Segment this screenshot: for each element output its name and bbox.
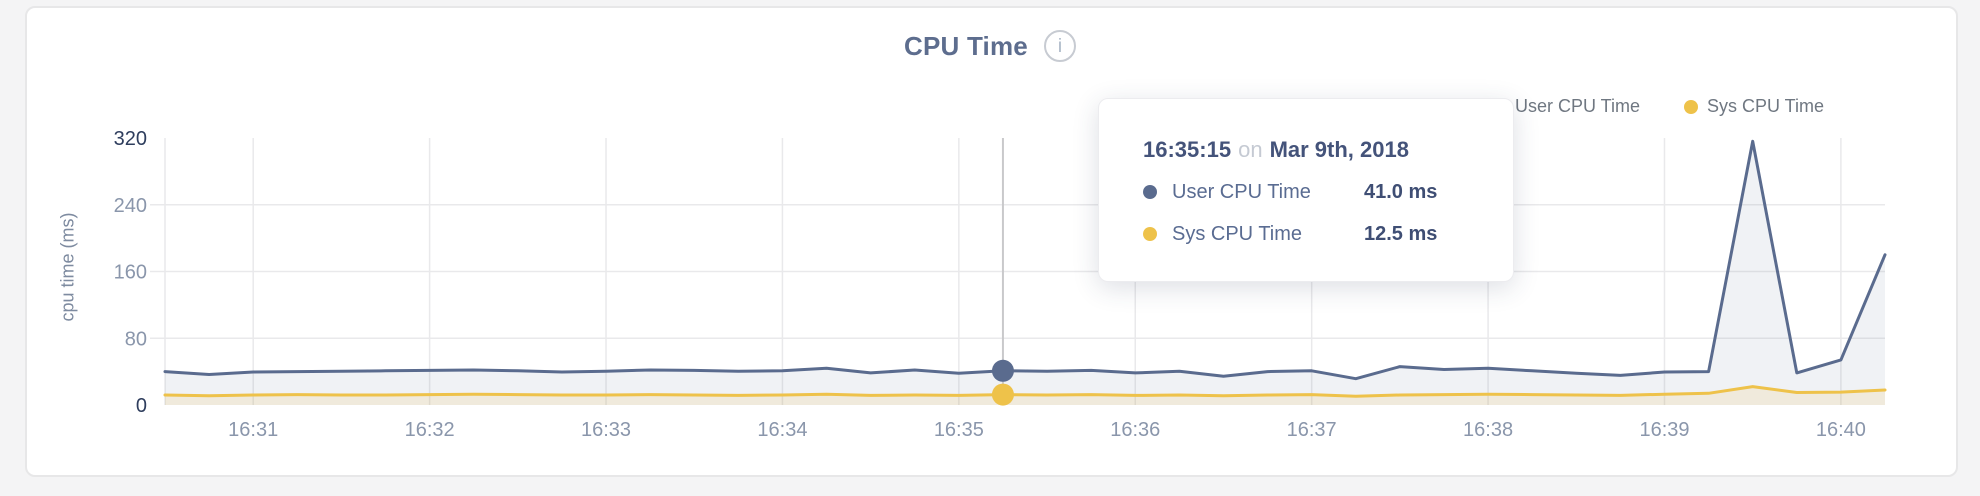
- legend-item-user-cpu-time[interactable]: User CPU Time: [1491, 96, 1640, 117]
- y-tick-label: 240: [114, 195, 147, 217]
- x-tick-label: 16:37: [1287, 419, 1337, 441]
- tooltip-dot-user-icon: [1143, 185, 1157, 199]
- series-area-user: [165, 141, 1885, 406]
- tooltip-label-user: User CPU Time: [1172, 180, 1311, 203]
- y-tick-label: 160: [114, 262, 147, 284]
- series-line-user: [163, 139, 1887, 381]
- selected-point-dot-user[interactable]: [991, 359, 1014, 382]
- y-tick-label: 80: [125, 328, 147, 350]
- chart-legend: User CPU Time Sys CPU Time: [1491, 96, 1824, 117]
- tooltip-timestamp: 16:35:15 on Mar 9th, 2018: [1143, 137, 1513, 163]
- legend-item-sys-cpu-time[interactable]: Sys CPU Time: [1683, 96, 1824, 117]
- tooltip-dot-sys-icon: [1143, 227, 1157, 241]
- info-icon-glyph: i: [1057, 35, 1063, 57]
- x-tick-label: 16:32: [405, 419, 455, 441]
- tooltip-label-sys: Sys CPU Time: [1172, 222, 1303, 245]
- tooltip-value-sys: 12.5 ms: [1364, 222, 1438, 245]
- tooltip-row-sys: Sys CPU Time 12.5 ms: [1143, 221, 1513, 247]
- legend-label-sys: Sys CPU Time: [1706, 96, 1824, 116]
- tooltip-value-user: 41.0 ms: [1364, 180, 1438, 203]
- x-tick-label: 16:33: [581, 419, 631, 441]
- chart-tooltip: 16:35:15 on Mar 9th, 2018 User CPU Time 41…: [1098, 98, 1514, 282]
- y-axis-title: cpu time (ms): [57, 212, 78, 322]
- legend-label-user: User CPU Time: [1514, 96, 1640, 116]
- chart-card: [25, 6, 1958, 477]
- chart-title: CPU Time: [904, 30, 1028, 61]
- info-icon[interactable]: i: [1043, 30, 1076, 62]
- chart-header: CPU Time i: [0, 30, 1980, 62]
- x-tick-label: 16:35: [934, 419, 984, 441]
- selected-point-dot-sys[interactable]: [991, 383, 1014, 406]
- x-tick-label: 16:38: [1463, 419, 1513, 441]
- x-tick-label: 16:39: [1639, 419, 1689, 441]
- tooltip-date: Mar 9th, 2018: [1269, 137, 1409, 162]
- x-tick-label: 16:34: [757, 419, 807, 441]
- y-tick-label: 0: [136, 395, 147, 417]
- y-tick-label: 320: [114, 128, 147, 150]
- x-tick-label: 16:31: [228, 419, 278, 441]
- tooltip-conjunction: on: [1238, 137, 1263, 162]
- x-tick-label: 16:40: [1816, 419, 1866, 441]
- x-tick-label: 16:36: [1110, 419, 1160, 441]
- legend-dot-sys-icon: [1683, 99, 1698, 114]
- tooltip-time: 16:35:15: [1143, 137, 1232, 162]
- series-line-sys: [163, 385, 1887, 398]
- tooltip-row-user: User CPU Time 41.0 ms: [1143, 179, 1513, 205]
